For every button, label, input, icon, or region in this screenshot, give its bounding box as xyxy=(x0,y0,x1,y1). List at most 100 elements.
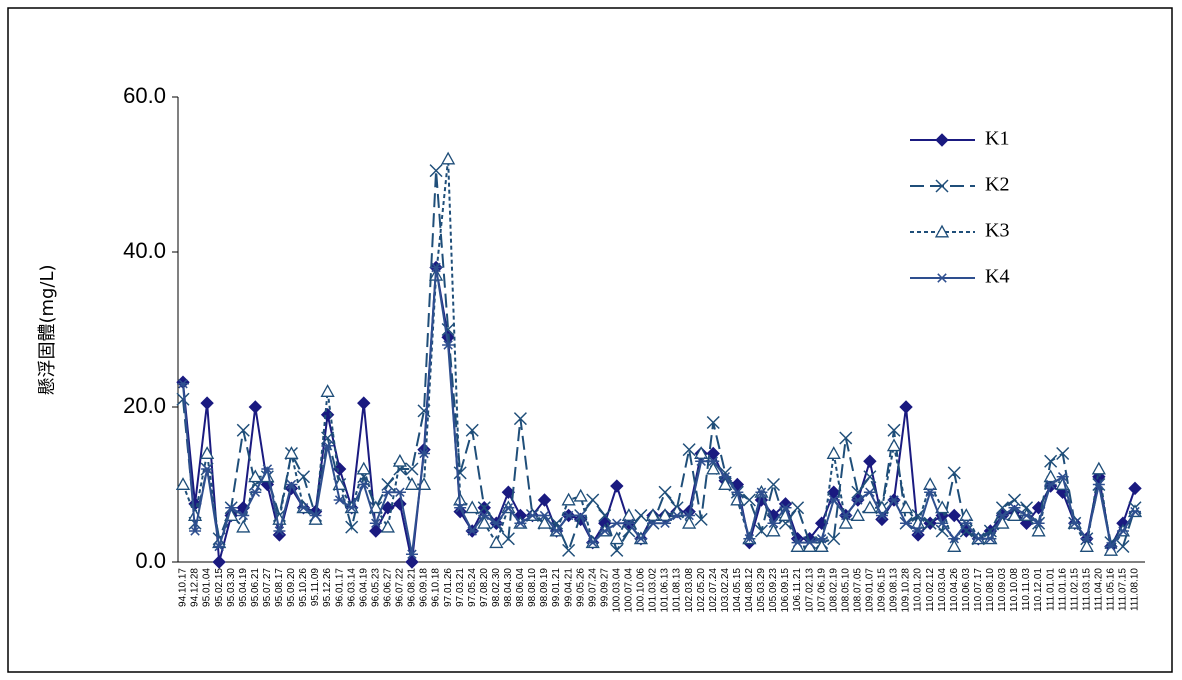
data-point xyxy=(898,500,914,514)
marker-shape xyxy=(176,392,190,406)
x-tick-label: 97.01.26 xyxy=(443,568,454,607)
data-point xyxy=(514,518,527,528)
marker-shape xyxy=(489,535,504,549)
data-point xyxy=(405,555,419,569)
marker-shape xyxy=(586,493,600,507)
marker-shape xyxy=(863,470,877,484)
marker-shape xyxy=(634,534,647,544)
marker-shape xyxy=(1056,472,1069,482)
data-point xyxy=(1104,541,1117,552)
marker-shape xyxy=(766,477,781,492)
data-point xyxy=(489,535,504,549)
marker-shape xyxy=(694,446,709,459)
data-point xyxy=(405,549,418,559)
marker-shape xyxy=(380,519,395,533)
data-point xyxy=(706,415,720,430)
marker-shape xyxy=(586,537,599,548)
marker-shape xyxy=(296,470,311,484)
marker-shape xyxy=(561,492,576,506)
x-tick-label: 95.06.21 xyxy=(250,568,261,607)
x-tick-label: 95.04.19 xyxy=(238,568,249,607)
data-point xyxy=(466,526,479,536)
x-tick-label: 100.03.04 xyxy=(611,568,622,613)
data-point xyxy=(598,508,612,523)
data-point xyxy=(1068,518,1081,528)
data-point xyxy=(707,456,720,466)
marker-shape xyxy=(706,415,720,430)
x-tick-label: 96.07.22 xyxy=(395,568,406,607)
marker-shape xyxy=(357,396,371,410)
x-tick-label: 101.03.02 xyxy=(648,568,659,613)
marker-shape xyxy=(320,384,335,397)
marker-shape xyxy=(189,526,202,536)
y-tick-label: 40.0 xyxy=(123,238,166,263)
legend-label: K2 xyxy=(985,174,1009,196)
data-point xyxy=(863,454,877,468)
marker-shape xyxy=(430,262,443,273)
data-point xyxy=(827,532,841,546)
data-point xyxy=(863,487,876,497)
marker-shape xyxy=(657,508,673,521)
data-point xyxy=(863,470,877,484)
marker-shape xyxy=(598,508,612,523)
marker-shape xyxy=(1091,461,1106,475)
x-tick-label: 107.06.19 xyxy=(816,568,827,613)
marker-shape xyxy=(887,495,900,505)
marker-shape xyxy=(1044,454,1058,468)
data-point xyxy=(1032,518,1045,528)
marker-shape xyxy=(297,503,310,513)
marker-shape xyxy=(248,400,263,414)
x-tick-label: 95.10.26 xyxy=(298,568,309,607)
x-tick-label: 111.04.20 xyxy=(1093,568,1104,611)
marker-shape xyxy=(201,464,214,474)
data-point xyxy=(369,524,383,538)
data-point xyxy=(380,519,395,533)
marker-shape xyxy=(936,518,949,528)
data-point xyxy=(357,479,370,490)
marker-shape xyxy=(261,464,274,474)
data-point xyxy=(658,485,672,499)
marker-shape xyxy=(1044,479,1057,490)
marker-shape xyxy=(887,423,901,437)
marker-shape xyxy=(502,503,515,513)
data-point xyxy=(320,384,335,397)
x-tick-label: 109.08.13 xyxy=(889,568,900,613)
marker-shape xyxy=(465,423,479,437)
x-tick-label: 98.08.10 xyxy=(527,568,538,607)
data-point xyxy=(418,448,431,459)
x-tick-label: 111.02.15 xyxy=(1069,568,1080,611)
x-tick-label: 97.03.21 xyxy=(455,568,466,607)
x-tick-label: 110.10.08 xyxy=(1009,568,1020,612)
data-point xyxy=(490,518,503,528)
data-point xyxy=(1044,479,1057,490)
data-point xyxy=(285,479,298,490)
marker-shape xyxy=(175,477,191,490)
x-tick-label: 108.05.10 xyxy=(840,568,851,613)
data-point xyxy=(645,508,661,521)
data-point xyxy=(430,262,443,273)
marker-shape xyxy=(236,423,250,437)
marker-shape xyxy=(213,541,226,552)
data-point xyxy=(297,503,310,513)
x-tick-label: 110.03.04 xyxy=(937,568,948,612)
data-point xyxy=(586,493,600,507)
x-tick-label: 96.01.17 xyxy=(334,568,345,607)
marker-shape xyxy=(369,518,382,528)
data-point xyxy=(850,508,865,521)
data-point xyxy=(838,515,853,529)
data-point xyxy=(296,470,311,484)
marker-shape xyxy=(839,510,852,521)
data-point xyxy=(839,431,853,445)
marker-shape xyxy=(1008,503,1021,513)
marker-shape xyxy=(562,543,576,557)
x-tick-label: 95.08.17 xyxy=(274,568,285,607)
marker-shape xyxy=(826,446,841,459)
marker-shape xyxy=(899,400,913,414)
data-point xyxy=(754,524,768,538)
marker-shape xyxy=(766,523,781,537)
data-point xyxy=(984,534,997,544)
data-point xyxy=(827,485,841,499)
x-tick-label: 110.12.01 xyxy=(1033,568,1044,612)
y-tick-label: 0.0 xyxy=(135,548,166,573)
marker-shape xyxy=(501,532,515,546)
